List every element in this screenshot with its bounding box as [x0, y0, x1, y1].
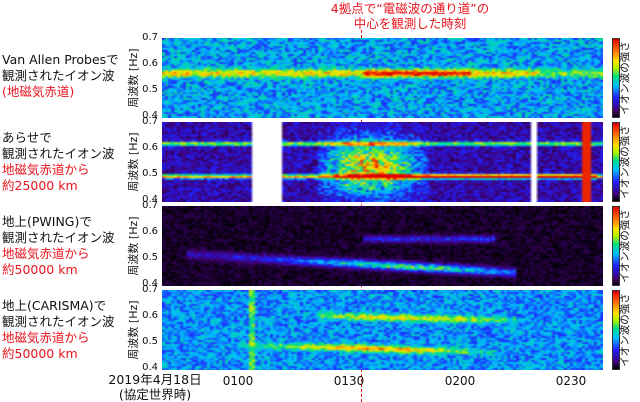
colorbar-label: イオン波の強さ	[619, 209, 631, 283]
y-tick: 0.7	[142, 116, 158, 127]
x-tick: 0230	[555, 374, 587, 388]
spectrogram-carisma	[162, 290, 603, 370]
y-tick: 0.4	[142, 110, 158, 121]
y-tick: 0.7	[142, 284, 158, 295]
title-line-2: 中心を観測した時刻	[353, 16, 467, 31]
panel-label-carisma: 地上(CARISMA)で 観測されたイオン波 地磁気赤道から 約50000 km	[2, 298, 115, 361]
y-axis-label: 周波数 [Hz]	[127, 300, 140, 360]
x-axis-date: 2019年4月18日 (協定世界時)	[108, 372, 202, 402]
y-axis-label: 周波数 [Hz]	[127, 132, 140, 192]
chart-title: 4拠点で“電磁波の通り道”の 中心を観測した時刻	[300, 1, 520, 31]
y-tick: 0.6	[142, 142, 158, 153]
colorbar	[612, 122, 620, 202]
y-tick: 0.6	[142, 226, 158, 237]
spectrogram-pwing	[162, 206, 603, 286]
x-tick: 0130	[333, 374, 365, 388]
panel-label-van-allen: Van Allen Probesで 観測されたイオン波 (地磁気赤道)	[2, 52, 119, 99]
spectrogram-van-allen	[162, 38, 603, 118]
y-tick: 0.4	[142, 278, 158, 289]
y-tick: 0.6	[142, 310, 158, 321]
spectrogram-arase	[162, 122, 603, 202]
x-tick: 0100	[222, 374, 254, 388]
colorbar-label: イオン波の強さ	[619, 125, 631, 199]
y-tick: 0.4	[142, 194, 158, 205]
colorbar-label: イオン波の強さ	[619, 41, 631, 115]
y-axis-label: 周波数 [Hz]	[127, 216, 140, 276]
y-tick: 0.5	[142, 336, 158, 347]
y-tick: 0.4	[142, 362, 158, 373]
colorbar	[612, 290, 620, 370]
y-tick: 0.6	[142, 58, 158, 69]
colorbar	[612, 38, 620, 118]
y-tick: 0.5	[142, 252, 158, 263]
title-line-1: 4拠点で“電磁波の通り道”の	[330, 1, 490, 16]
x-tick: 0200	[444, 374, 476, 388]
y-axis-label: 周波数 [Hz]	[127, 48, 140, 108]
panel-label-arase: あらせで 観測されたイオン波 地磁気赤道から 約25000 km	[2, 130, 115, 193]
y-tick: 0.5	[142, 84, 158, 95]
y-tick: 0.5	[142, 168, 158, 179]
colorbar-label: イオン波の強さ	[619, 293, 631, 367]
y-tick: 0.7	[142, 200, 158, 211]
panel-label-pwing: 地上(PWING)で 観測されたイオン波 地磁気赤道から 約50000 km	[2, 214, 115, 277]
colorbar	[612, 206, 620, 286]
y-tick: 0.7	[142, 32, 158, 43]
